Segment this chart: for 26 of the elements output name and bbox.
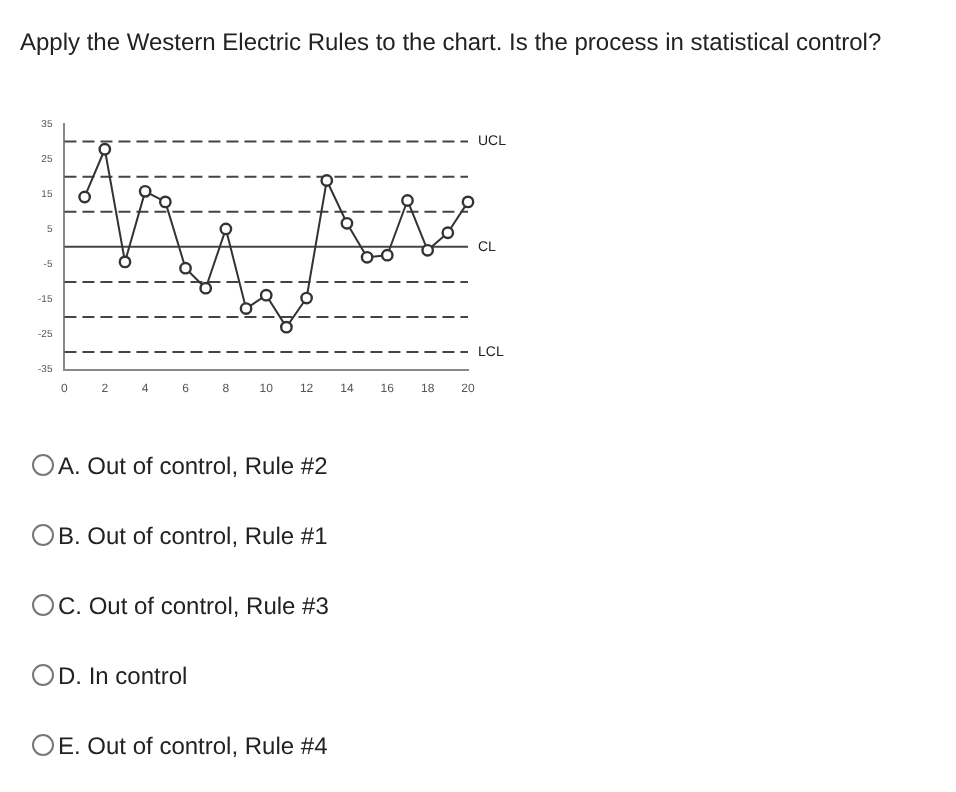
point <box>441 226 455 240</box>
point <box>360 250 374 264</box>
point <box>421 243 435 257</box>
point <box>158 195 172 209</box>
point <box>118 255 132 269</box>
point <box>380 248 394 262</box>
point <box>320 174 334 187</box>
point <box>300 291 313 305</box>
point <box>138 184 152 198</box>
point <box>461 195 475 209</box>
text: E. Out of control, Rule #4 <box>58 732 328 760</box>
chart-title: Apply the Western Electric Rules to the chart. Is the process in statistical control? <box>20 28 882 56</box>
point <box>98 142 112 156</box>
point <box>280 320 293 334</box>
point <box>340 216 354 230</box>
point <box>199 281 213 295</box>
point <box>219 222 233 236</box>
text: C. Out of control, Rule #3 <box>58 592 329 620</box>
point <box>401 194 414 207</box>
point <box>179 261 192 275</box>
point <box>78 190 92 204</box>
text: A. Out of control, Rule #2 <box>58 452 328 480</box>
point <box>239 302 253 315</box>
text: B. Out of control, Rule #1 <box>58 522 328 550</box>
point <box>259 288 273 302</box>
text: D. In control <box>58 662 188 690</box>
